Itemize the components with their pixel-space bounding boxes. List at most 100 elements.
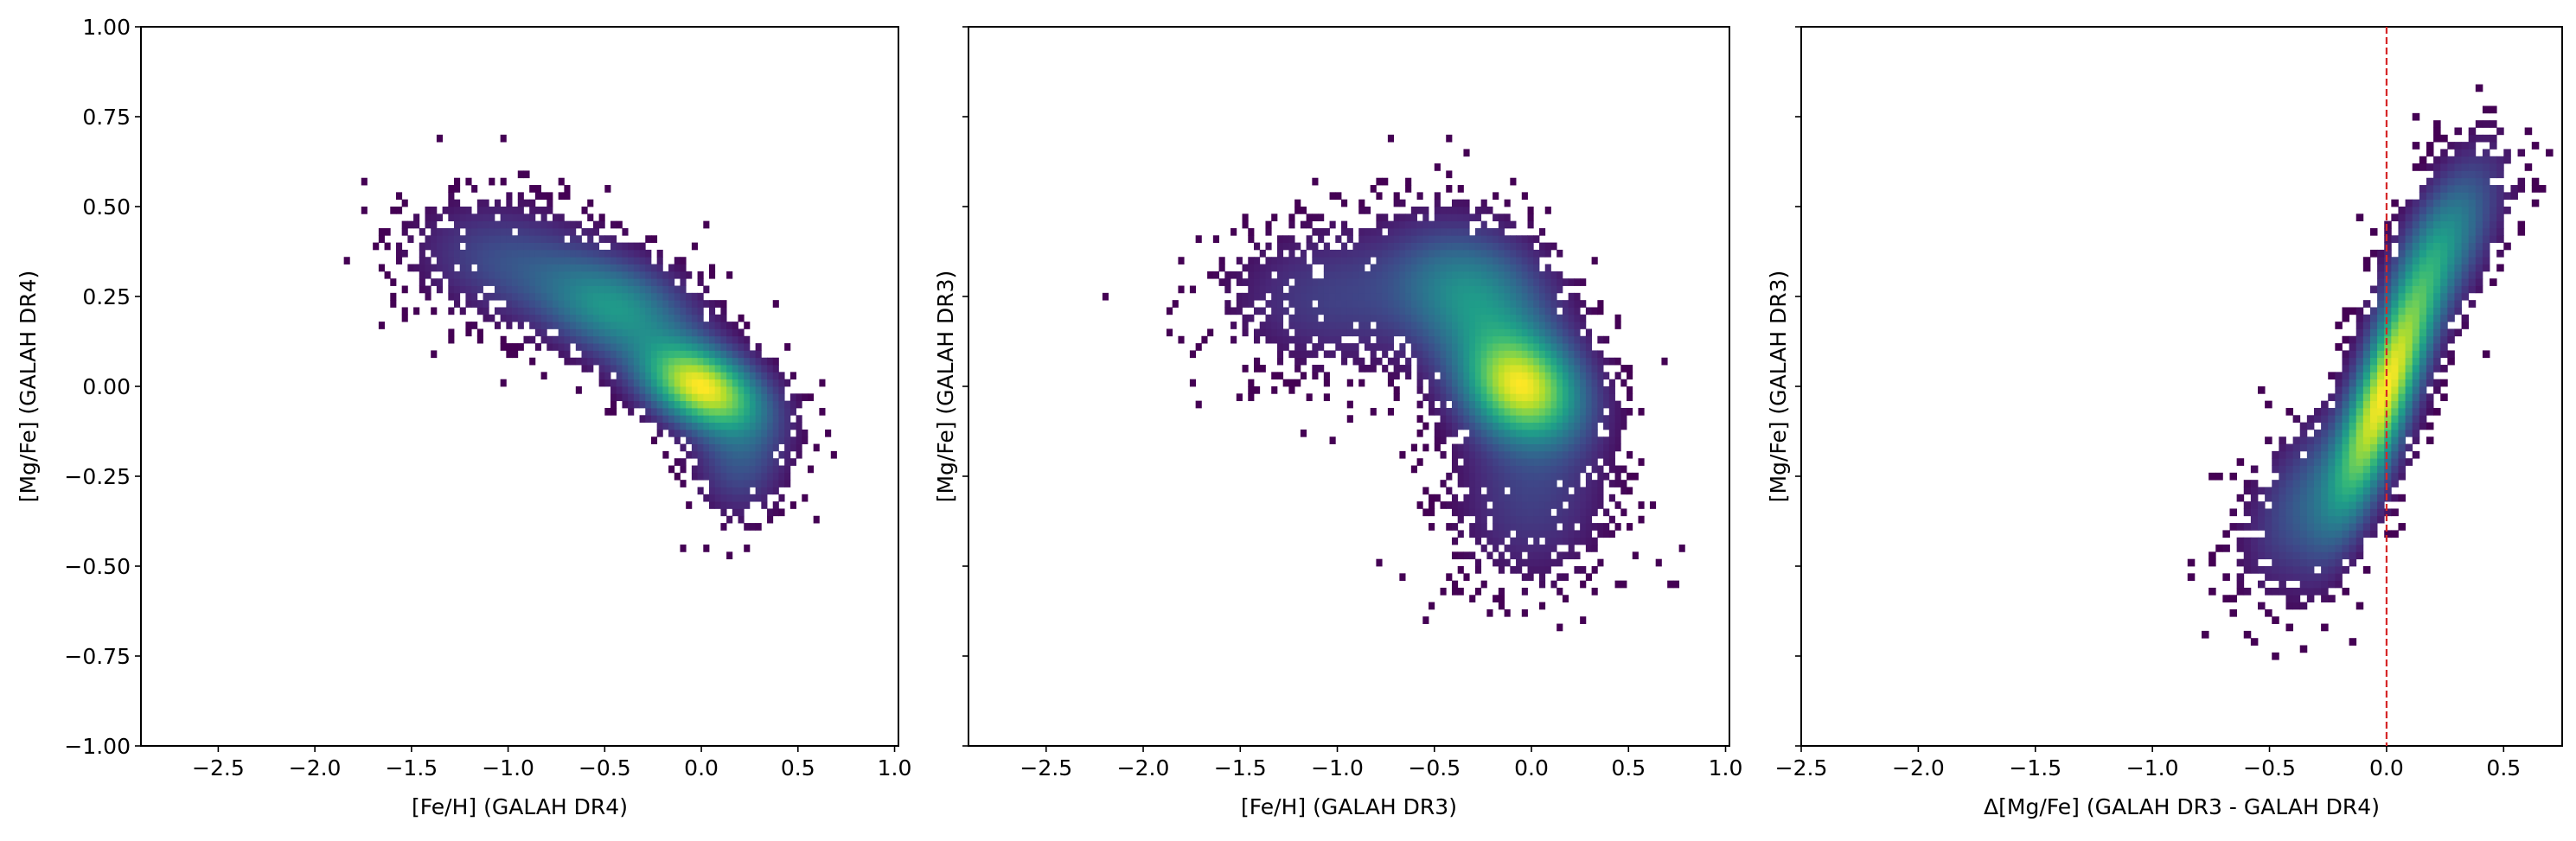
heatmap-bin bbox=[1544, 436, 1551, 444]
heatmap-bin bbox=[1527, 487, 1534, 495]
heatmap-bin bbox=[1556, 429, 1563, 437]
heatmap-bin bbox=[401, 285, 408, 294]
heatmap-bin bbox=[1335, 192, 1342, 201]
heatmap-bin bbox=[1678, 545, 1685, 552]
heatmap-bin bbox=[2328, 523, 2336, 531]
heatmap-bin bbox=[476, 199, 483, 207]
heatmap-bin bbox=[489, 257, 495, 264]
heatmap-bin bbox=[1486, 300, 1493, 308]
heatmap-bin bbox=[662, 335, 669, 344]
heatmap-bin bbox=[2461, 213, 2470, 222]
heatmap-bin bbox=[767, 415, 774, 423]
heatmap-bin bbox=[581, 264, 588, 272]
heatmap-bin bbox=[2208, 472, 2216, 481]
heatmap-bin bbox=[1387, 328, 1395, 337]
heatmap-bin bbox=[2279, 465, 2286, 474]
heatmap-bin bbox=[2292, 530, 2301, 538]
heatmap-bin bbox=[1288, 285, 1295, 294]
heatmap-bin bbox=[1451, 343, 1459, 351]
heatmap-bin bbox=[1597, 480, 1604, 487]
heatmap-bin bbox=[1539, 487, 1546, 495]
heatmap-bin bbox=[1527, 515, 1534, 524]
heatmap-bin bbox=[610, 307, 617, 315]
heatmap-bin bbox=[1493, 235, 1499, 243]
heatmap-bin bbox=[1533, 264, 1540, 272]
heatmap-bin bbox=[628, 372, 635, 380]
heatmap-bin bbox=[2468, 170, 2477, 179]
heatmap-bin bbox=[1306, 278, 1313, 286]
heatmap-bin bbox=[448, 192, 455, 201]
heatmap-bin bbox=[813, 515, 820, 524]
heatmap-bin bbox=[622, 271, 629, 279]
heatmap-bin bbox=[1521, 300, 1528, 308]
heatmap-bin bbox=[1440, 365, 1447, 373]
heatmap-bin bbox=[2355, 429, 2364, 437]
heatmap-bin bbox=[547, 314, 553, 322]
heatmap-bin bbox=[1451, 357, 1459, 366]
heatmap-bin bbox=[633, 271, 640, 279]
heatmap-bin bbox=[616, 335, 623, 344]
heatmap-bin bbox=[645, 322, 652, 329]
heatmap-bin bbox=[2362, 343, 2371, 351]
heatmap-bin bbox=[1306, 322, 1313, 329]
heatmap-bin bbox=[674, 357, 681, 366]
heatmap-bin bbox=[1544, 515, 1551, 524]
heatmap-bin bbox=[2272, 587, 2279, 596]
heatmap-bin bbox=[767, 443, 774, 452]
heatmap-bin bbox=[2243, 545, 2252, 552]
heatmap-bin bbox=[512, 350, 519, 359]
heatmap-bin bbox=[448, 242, 455, 251]
heatmap-bin bbox=[558, 292, 565, 301]
heatmap-bin bbox=[691, 335, 698, 344]
heatmap-bin bbox=[2250, 494, 2259, 502]
heatmap-bin bbox=[1352, 307, 1359, 315]
heatmap-bin bbox=[668, 407, 675, 416]
heatmap-bin bbox=[558, 278, 565, 286]
heatmap-bin bbox=[622, 335, 629, 344]
heatmap-bin bbox=[1410, 235, 1417, 243]
heatmap-bin bbox=[570, 227, 577, 236]
heatmap-bin bbox=[1614, 436, 1621, 444]
heatmap-bin bbox=[662, 350, 669, 359]
heatmap-bin bbox=[1597, 365, 1604, 373]
heatmap-bin bbox=[1370, 350, 1377, 359]
heatmap-bin bbox=[744, 415, 751, 423]
heatmap-bin bbox=[512, 249, 519, 258]
heatmap-bin bbox=[1451, 422, 1459, 430]
heatmap-bin bbox=[2468, 220, 2477, 229]
heatmap-bin bbox=[1341, 199, 1348, 207]
heatmap-bin bbox=[1550, 307, 1557, 315]
heatmap-bin bbox=[1620, 580, 1627, 589]
heatmap-bin bbox=[2292, 501, 2301, 509]
heatmap-bin bbox=[1556, 551, 1563, 560]
heatmap-bin bbox=[2279, 480, 2286, 487]
heatmap-bin bbox=[2250, 638, 2259, 646]
heatmap-bin bbox=[2292, 558, 2301, 567]
heatmap-bin bbox=[1498, 494, 1505, 502]
heatmap-bin bbox=[2490, 105, 2497, 114]
heatmap-bin bbox=[2490, 227, 2497, 236]
heatmap-bin bbox=[2490, 163, 2497, 171]
heatmap-bin bbox=[1382, 307, 1389, 315]
heatmap-bin bbox=[390, 278, 397, 286]
heatmap-bin bbox=[2299, 523, 2308, 531]
heatmap-bin bbox=[784, 400, 791, 409]
heatmap-bin bbox=[650, 314, 658, 322]
heatmap-bin bbox=[2355, 494, 2364, 502]
heatmap-bin bbox=[1527, 350, 1534, 359]
heatmap-bin bbox=[772, 372, 779, 380]
heatmap-bin bbox=[1486, 608, 1493, 617]
heatmap-bin bbox=[401, 249, 408, 258]
heatmap-bin bbox=[1498, 257, 1505, 264]
heatmap-bin bbox=[703, 386, 710, 394]
heatmap-bin bbox=[517, 322, 524, 329]
heatmap-bin bbox=[1376, 307, 1383, 315]
heatmap-bin bbox=[1480, 220, 1487, 229]
heatmap-bin bbox=[2482, 227, 2490, 236]
heatmap-bin bbox=[674, 458, 681, 466]
heatmap-bin bbox=[1562, 523, 1569, 531]
heatmap-bin bbox=[1597, 335, 1604, 344]
heatmap-bin bbox=[714, 314, 721, 322]
heatmap-bin bbox=[401, 199, 408, 207]
heatmap-bin bbox=[639, 278, 646, 286]
